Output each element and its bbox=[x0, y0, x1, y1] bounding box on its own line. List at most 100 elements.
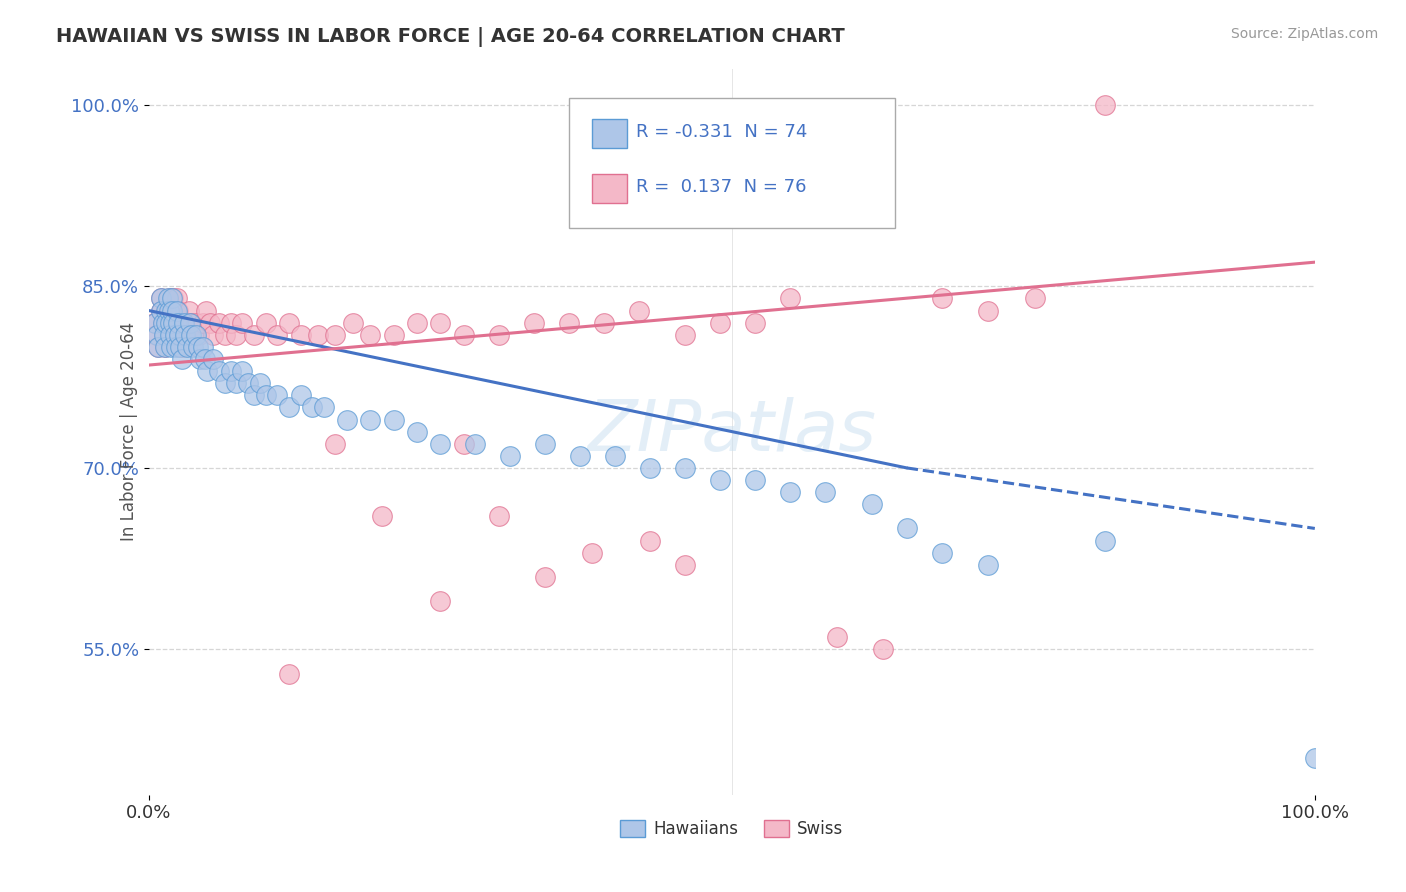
Point bbox=[156, 316, 179, 330]
Point bbox=[872, 642, 894, 657]
Point bbox=[165, 316, 187, 330]
Point bbox=[202, 327, 225, 342]
Point bbox=[464, 436, 486, 450]
Point bbox=[160, 316, 183, 330]
Point bbox=[153, 327, 176, 342]
Point bbox=[359, 412, 381, 426]
Point bbox=[162, 327, 184, 342]
Point bbox=[673, 461, 696, 475]
Text: R = -0.331  N = 74: R = -0.331 N = 74 bbox=[637, 123, 807, 142]
Point bbox=[277, 401, 299, 415]
Text: R =  0.137  N = 76: R = 0.137 N = 76 bbox=[637, 178, 807, 196]
Point bbox=[307, 327, 329, 342]
Point bbox=[325, 436, 347, 450]
Point bbox=[429, 316, 451, 330]
Point bbox=[195, 364, 218, 378]
Point bbox=[162, 316, 184, 330]
Point bbox=[149, 292, 172, 306]
Point bbox=[592, 316, 614, 330]
Point bbox=[187, 340, 209, 354]
Point bbox=[170, 340, 193, 354]
Point bbox=[277, 666, 299, 681]
Point bbox=[149, 292, 172, 306]
Point bbox=[157, 303, 180, 318]
Point bbox=[214, 327, 236, 342]
Point bbox=[152, 316, 174, 330]
Point bbox=[640, 461, 662, 475]
Point bbox=[165, 340, 187, 354]
Point bbox=[225, 327, 247, 342]
Point bbox=[169, 340, 191, 354]
Point bbox=[166, 292, 188, 306]
Point bbox=[143, 316, 166, 330]
Point bbox=[170, 351, 193, 366]
Point bbox=[173, 316, 195, 330]
Point bbox=[382, 412, 405, 426]
Point bbox=[429, 436, 451, 450]
Point bbox=[173, 316, 195, 330]
Point bbox=[159, 327, 181, 342]
Point bbox=[167, 316, 190, 330]
Point bbox=[155, 303, 177, 318]
Point bbox=[176, 340, 198, 354]
Point bbox=[155, 303, 177, 318]
Point bbox=[627, 303, 650, 318]
Point bbox=[169, 327, 191, 342]
Point bbox=[382, 327, 405, 342]
Point bbox=[1094, 98, 1116, 112]
Legend: Hawaiians, Swiss: Hawaiians, Swiss bbox=[614, 813, 851, 845]
FancyBboxPatch shape bbox=[568, 97, 896, 228]
Point bbox=[499, 449, 522, 463]
Point bbox=[146, 327, 169, 342]
Point bbox=[325, 327, 347, 342]
Point bbox=[453, 436, 475, 450]
Point bbox=[243, 388, 266, 402]
Point bbox=[896, 521, 918, 535]
Point bbox=[142, 316, 165, 330]
Point bbox=[169, 327, 191, 342]
Point bbox=[249, 376, 271, 391]
Point bbox=[557, 316, 579, 330]
Point bbox=[155, 316, 177, 330]
Point bbox=[254, 388, 277, 402]
Point bbox=[214, 376, 236, 391]
Point bbox=[523, 316, 546, 330]
Text: HAWAIIAN VS SWISS IN LABOR FORCE | AGE 20-64 CORRELATION CHART: HAWAIIAN VS SWISS IN LABOR FORCE | AGE 2… bbox=[56, 27, 845, 46]
Point bbox=[155, 340, 177, 354]
Point bbox=[202, 351, 225, 366]
Point bbox=[149, 303, 172, 318]
Point bbox=[174, 327, 197, 342]
Point bbox=[266, 327, 288, 342]
Point bbox=[534, 436, 557, 450]
Point bbox=[198, 316, 221, 330]
Point bbox=[162, 303, 184, 318]
Point bbox=[290, 327, 312, 342]
Point bbox=[488, 327, 510, 342]
Point bbox=[145, 327, 167, 342]
Point bbox=[156, 292, 179, 306]
Point bbox=[177, 303, 200, 318]
Point bbox=[188, 327, 211, 342]
Point bbox=[159, 303, 181, 318]
Point bbox=[194, 351, 217, 366]
Point bbox=[342, 316, 364, 330]
Point bbox=[155, 340, 177, 354]
Point bbox=[977, 303, 1000, 318]
Point bbox=[290, 388, 312, 402]
Point bbox=[1024, 292, 1046, 306]
Point bbox=[429, 594, 451, 608]
Bar bbox=[592, 120, 627, 148]
Point bbox=[174, 327, 197, 342]
Point bbox=[779, 292, 801, 306]
Bar bbox=[592, 174, 627, 202]
Point bbox=[825, 631, 848, 645]
Point bbox=[453, 327, 475, 342]
Point bbox=[1303, 751, 1326, 765]
Point bbox=[744, 316, 766, 330]
Point bbox=[180, 327, 202, 342]
Point bbox=[709, 473, 731, 487]
Point bbox=[277, 316, 299, 330]
Point bbox=[301, 401, 323, 415]
Point bbox=[243, 327, 266, 342]
Point bbox=[225, 376, 247, 391]
